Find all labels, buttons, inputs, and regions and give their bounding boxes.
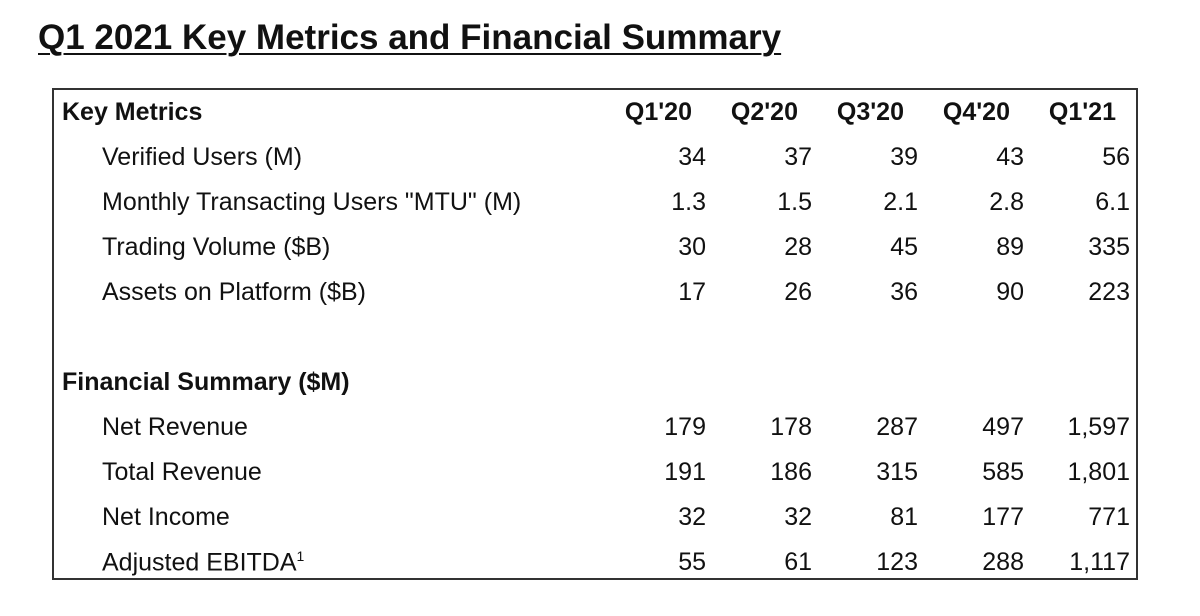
cell-value: 191 [664,458,706,486]
cell-value: 497 [982,413,1024,441]
row-label: Verified Users (M) [54,143,600,172]
metrics-table: Key Metrics Q1'20 Q2'20 Q3'20 Q4'20 Q1'2… [52,88,1138,580]
row-label-text: Trading Volume ($B) [102,233,331,261]
cell-value: 28 [784,233,812,261]
cell-value: 17 [678,278,706,306]
table-row: Total Revenue 191 186 315 585 1,801 [54,450,1136,495]
cell-value: 1.3 [671,188,706,216]
row-label: Trading Volume ($B) [54,233,600,262]
cell-value: 45 [890,233,918,261]
table-row: Adjusted EBITDA1 55 61 123 288 1,117 [54,540,1136,585]
cell-value: 315 [876,458,918,486]
cell-value: 178 [770,413,812,441]
cell-value: 287 [876,413,918,441]
section-heading: Key Metrics [62,98,203,126]
cell-value: 288 [982,548,1024,576]
cell-value: 186 [770,458,812,486]
cell-value: 56 [1102,143,1130,171]
row-label-text: Monthly Transacting Users "MTU" (M) [102,188,522,216]
row-label-text: Assets on Platform ($B) [102,278,366,306]
cell-value: 37 [784,143,812,171]
cell-value: 2.1 [883,188,918,216]
cell-value: 39 [890,143,918,171]
financial-summary-header-row: Financial Summary ($M) [54,360,1136,405]
cell-value: 179 [664,413,706,441]
cell-value: 2.8 [989,188,1024,216]
cell-value: 177 [982,503,1024,531]
row-label-text: Verified Users (M) [102,143,303,171]
row-label: Monthly Transacting Users "MTU" (M) [54,188,600,217]
cell-value: 32 [784,503,812,531]
cell-value: 335 [1088,233,1130,261]
cell-value: 1.5 [777,188,812,216]
cell-value: 771 [1088,503,1130,531]
cell-value: 90 [996,278,1024,306]
column-header: Q3'20 [836,98,904,126]
cell-value: 30 [678,233,706,261]
cell-value: 61 [784,548,812,576]
row-label-text: Net Revenue [102,413,248,441]
cell-value: 26 [784,278,812,306]
cell-value: 6.1 [1095,188,1130,216]
cell-value: 32 [678,503,706,531]
cell-value: 223 [1088,278,1130,306]
row-label: Total Revenue [54,458,600,487]
cell-value: 123 [876,548,918,576]
row-label: Net Income [54,503,600,532]
row-label: Net Revenue [54,413,600,442]
column-header: Q2'20 [730,98,798,126]
column-header: Q4'20 [942,98,1010,126]
cell-value: 1,801 [1067,458,1130,486]
cell-value: 1,117 [1069,548,1130,576]
cell-value: 89 [996,233,1024,261]
table-row: Monthly Transacting Users "MTU" (M) 1.3 1.… [54,180,1136,225]
footnote-marker: 1 [296,547,305,564]
key-metrics-header-row: Key Metrics Q1'20 Q2'20 Q3'20 Q4'20 Q1'2… [54,90,1136,135]
table-row: Assets on Platform ($B) 17 26 36 90 223 [54,270,1136,315]
table-row: Net Income 32 32 81 177 771 [54,495,1136,540]
column-header: Q1'20 [624,98,692,126]
cell-value: 34 [678,143,706,171]
table-row: Net Revenue 179 178 287 497 1,597 [54,405,1136,450]
cell-value: 36 [890,278,918,306]
row-label: Assets on Platform ($B) [54,278,600,307]
column-header: Q1'21 [1048,98,1116,126]
cell-value: 43 [996,143,1024,171]
cell-value: 1,597 [1067,413,1130,441]
row-label: Adjusted EBITDA1 [54,548,600,577]
row-label-text: Net Income [102,503,230,531]
page-title: Q1 2021 Key Metrics and Financial Summar… [38,18,782,57]
row-label-text: Adjusted EBITDA [102,548,297,577]
section-heading: Financial Summary ($M) [62,368,350,396]
cell-value: 81 [890,503,918,531]
cell-value: 585 [982,458,1024,486]
table-row: Trading Volume ($B) 30 28 45 89 335 [54,225,1136,270]
table-row: Verified Users (M) 34 37 39 43 56 [54,135,1136,180]
row-label-text: Total Revenue [102,458,262,486]
cell-value: 55 [678,548,706,576]
